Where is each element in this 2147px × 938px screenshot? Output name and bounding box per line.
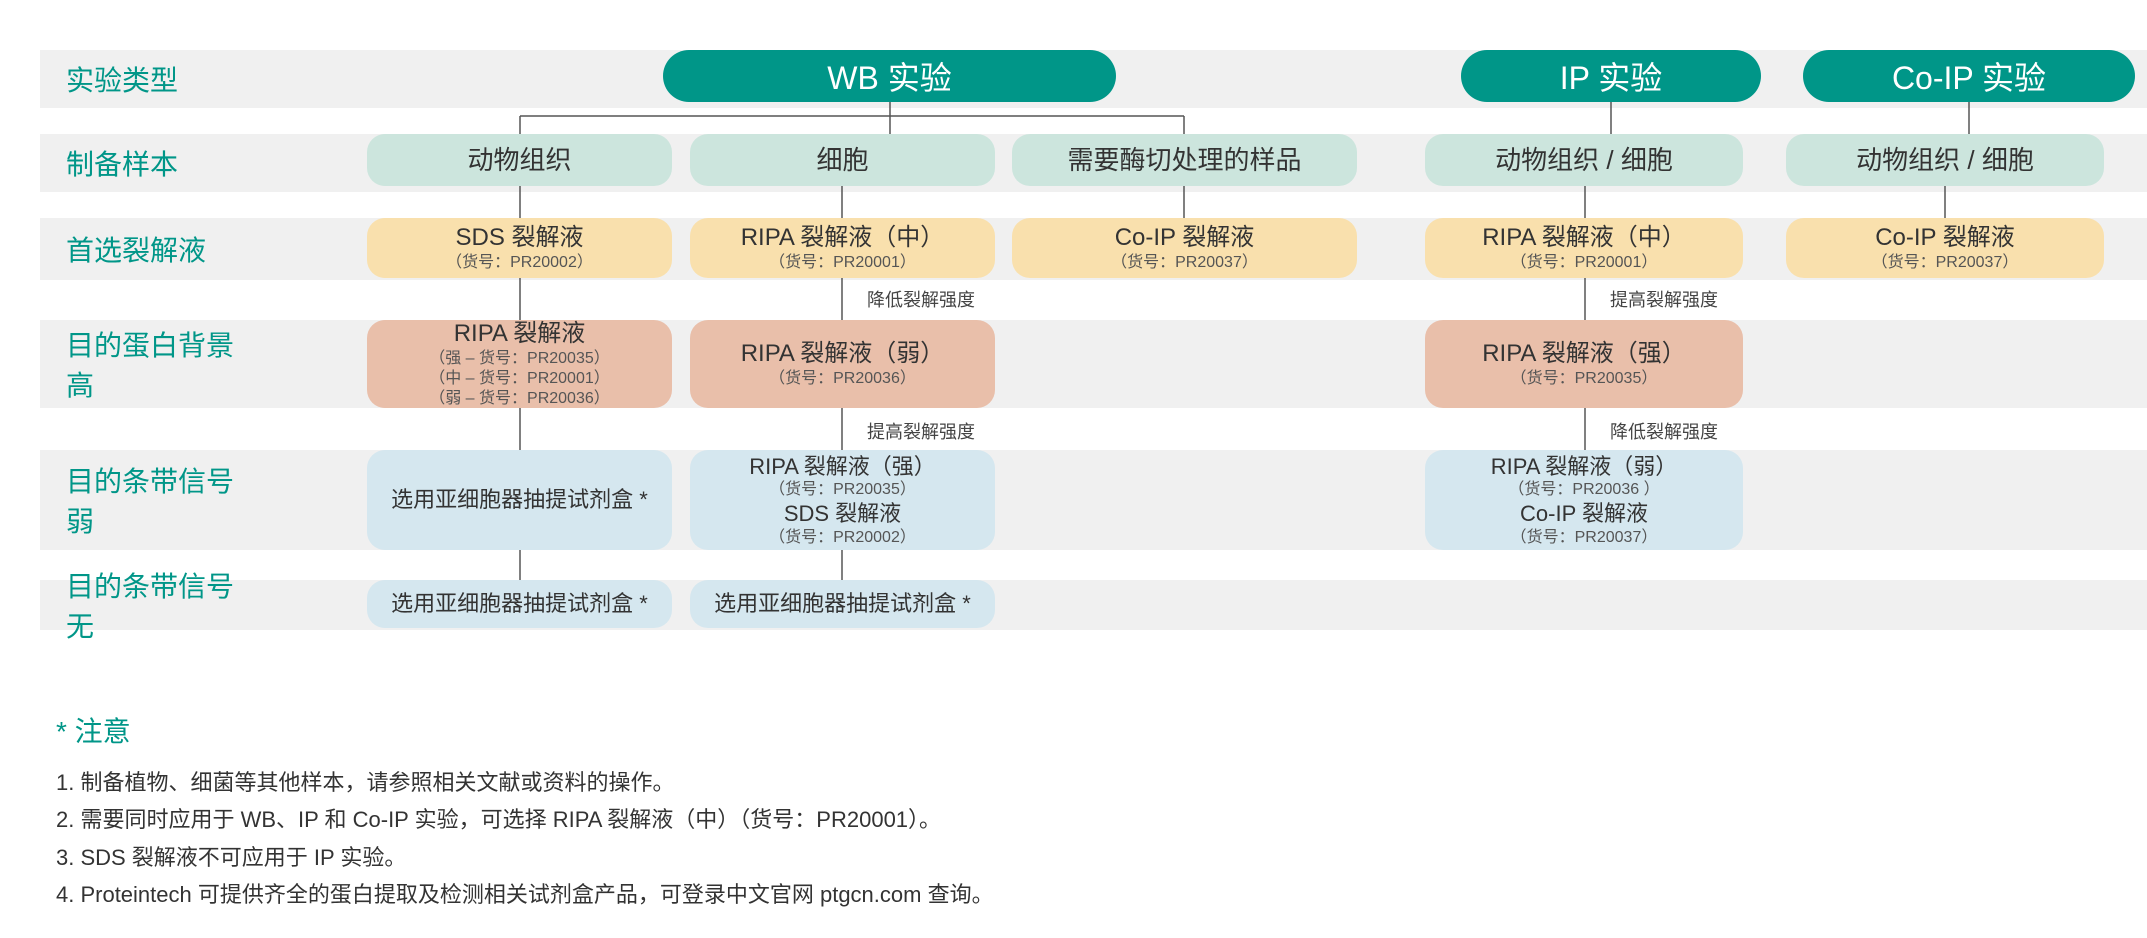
notes-list: 1. 制备植物、细菌等其他样本，请参照相关文献或资料的操作。2. 需要同时应用于…	[56, 764, 1456, 914]
notes-item-3: 3. SDS 裂解液不可应用于 IP 实验。	[56, 839, 1456, 876]
node-sub: （货号：PR20035）	[769, 480, 916, 500]
node-r6b: 选用亚细胞器抽提试剂盒 *	[690, 580, 995, 628]
node-r3d: RIPA 裂解液（中）（货号：PR20001）	[1425, 218, 1743, 278]
node-title: RIPA 裂解液（中）	[1482, 223, 1686, 253]
node-sub: （货号：PR20036）	[769, 369, 916, 389]
node-sub: （货号：PR20001）	[1511, 253, 1658, 273]
node-title: RIPA 裂解液（强）	[1482, 339, 1686, 369]
node-sub: （货号：PR20002）	[446, 253, 593, 273]
node-title: RIPA 裂解液	[454, 319, 586, 349]
mid-label-m1: 降低裂解强度	[863, 286, 979, 312]
node-text: 动物组织 / 细胞	[1856, 144, 2034, 177]
node-r4b: RIPA 裂解液（弱）（货号：PR20036）	[690, 320, 995, 408]
node-sub: （货号：PR20037）	[1111, 253, 1258, 273]
node-title: RIPA 裂解液（中）	[741, 223, 945, 253]
node-sub: （货号：PR20002）	[769, 528, 916, 548]
row-label-r5: 目的条带信号弱	[66, 450, 241, 550]
node-r5b: RIPA 裂解液（强）（货号：PR20035）SDS 裂解液（货号：PR2000…	[690, 450, 995, 550]
row-band-r4	[40, 320, 2147, 408]
node-r3b: RIPA 裂解液（中）（货号：PR20001）	[690, 218, 995, 278]
row-label-r1: 实验类型	[66, 50, 241, 108]
node-r4a: RIPA 裂解液（强 – 货号：PR20035）（中 – 货号：PR20001）…	[367, 320, 672, 408]
node-title: 选用亚细胞器抽提试剂盒 *	[714, 590, 971, 618]
mid-label-m3: 提高裂解强度	[1606, 286, 1722, 312]
node-title: SDS 裂解液	[455, 223, 583, 253]
notes-section: * 注意 1. 制备植物、细菌等其他样本，请参照相关文献或资料的操作。2. 需要…	[56, 710, 1456, 914]
mid-label-m2: 提高裂解强度	[863, 418, 979, 444]
node-sub: （货号：PR20037）	[1511, 528, 1658, 548]
header-wb: WB 实验	[663, 50, 1116, 102]
node-sub: （货号：PR20036 ）	[1508, 480, 1659, 500]
node-r5c: RIPA 裂解液（弱）（货号：PR20036 ）Co-IP 裂解液（货号：PR2…	[1425, 450, 1743, 550]
header-ip: IP 实验	[1461, 50, 1761, 102]
node-sub: （中 – 货号：PR20001）	[429, 369, 610, 389]
node-title: Co-IP 裂解液	[1520, 500, 1648, 528]
node-title: 选用亚细胞器抽提试剂盒 *	[391, 590, 648, 618]
row-band-r5	[40, 450, 2147, 550]
node-sub: （弱 – 货号：PR20036）	[429, 389, 610, 409]
node-title: RIPA 裂解液（强）	[749, 453, 936, 481]
node-sub: （货号：PR20035）	[1511, 369, 1658, 389]
node-r4c: RIPA 裂解液（强）（货号：PR20035）	[1425, 320, 1743, 408]
node-r6a: 选用亚细胞器抽提试剂盒 *	[367, 580, 672, 628]
row-band-r6	[40, 580, 2147, 630]
node-r2a: 动物组织	[367, 134, 672, 186]
node-r3c: Co-IP 裂解液（货号：PR20037）	[1012, 218, 1357, 278]
node-title: RIPA 裂解液（弱）	[741, 339, 945, 369]
node-r2d: 动物组织 / 细胞	[1425, 134, 1743, 186]
node-title: Co-IP 裂解液	[1115, 223, 1255, 253]
row-label-r3: 首选裂解液	[66, 218, 241, 280]
node-r3a: SDS 裂解液（货号：PR20002）	[367, 218, 672, 278]
node-title: Co-IP 裂解液	[1875, 223, 2015, 253]
node-title: 选用亚细胞器抽提试剂盒 *	[391, 486, 648, 514]
row-label-r4: 目的蛋白背景高	[66, 320, 241, 408]
node-sub: （强 – 货号：PR20035）	[429, 349, 610, 369]
node-r2e: 动物组织 / 细胞	[1786, 134, 2104, 186]
node-title: SDS 裂解液	[784, 500, 901, 528]
node-text: 需要酶切处理的样品	[1067, 144, 1301, 177]
node-r2c: 需要酶切处理的样品	[1012, 134, 1357, 186]
node-r5a: 选用亚细胞器抽提试剂盒 *	[367, 450, 672, 550]
notes-title: * 注意	[56, 710, 1456, 750]
notes-item-1: 1. 制备植物、细菌等其他样本，请参照相关文献或资料的操作。	[56, 764, 1456, 801]
notes-item-4: 4. Proteintech 可提供齐全的蛋白提取及检测相关试剂盒产品，可登录中…	[56, 876, 1456, 913]
mid-label-m4: 降低裂解强度	[1606, 418, 1722, 444]
row-label-r2: 制备样本	[66, 134, 241, 192]
node-sub: （货号：PR20037）	[1872, 253, 2019, 273]
notes-item-2: 2. 需要同时应用于 WB、IP 和 Co-IP 实验，可选择 RIPA 裂解液…	[56, 801, 1456, 838]
node-text: 动物组织	[467, 144, 571, 177]
header-coip: Co-IP 实验	[1803, 50, 2135, 102]
node-sub: （货号：PR20001）	[769, 253, 916, 273]
node-r3e: Co-IP 裂解液（货号：PR20037）	[1786, 218, 2104, 278]
node-text: 细胞	[816, 144, 868, 177]
node-title: RIPA 裂解液（弱）	[1491, 453, 1678, 481]
row-label-r6: 目的条带信号无	[66, 580, 241, 630]
node-text: 动物组织 / 细胞	[1495, 144, 1673, 177]
node-r2b: 细胞	[690, 134, 995, 186]
